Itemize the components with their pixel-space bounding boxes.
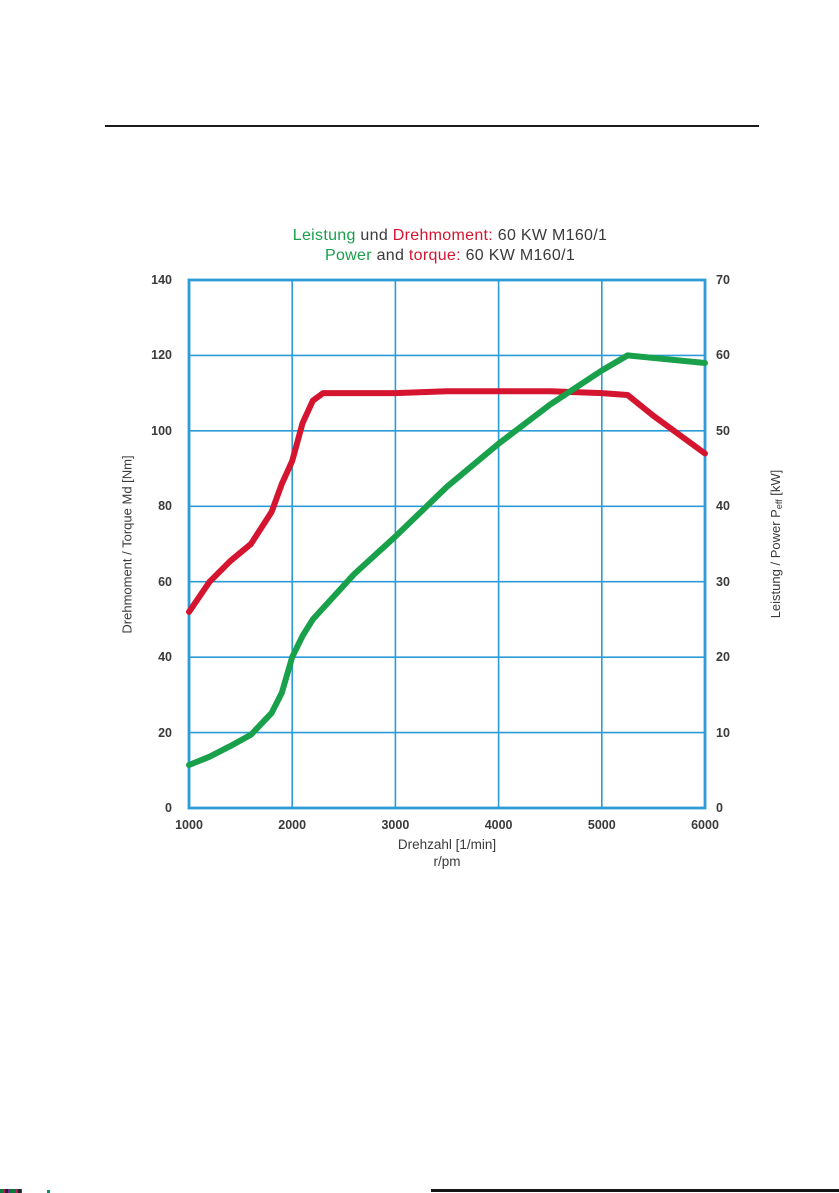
right-axis-label-post: [kW] xyxy=(768,469,783,500)
right-axis-tick: 60 xyxy=(716,348,730,363)
plot-area xyxy=(186,278,708,810)
title-segment: und xyxy=(355,227,393,244)
chart-title-line1: Leistung und Drehmoment: 60 KW M160/1 xyxy=(120,226,780,246)
right-axis-tick: 20 xyxy=(716,650,730,665)
scan-artifact-dot xyxy=(47,1190,50,1193)
title-segment: 60 KW M160/1 xyxy=(493,227,608,244)
right-axis-tick: 0 xyxy=(716,801,723,815)
plot-frame xyxy=(187,278,707,810)
right-axis-tick: 10 xyxy=(716,725,730,740)
right-axis-label-pre: Leistung / Power P xyxy=(768,509,783,619)
chart-title: Leistung und Drehmoment: 60 KW M160/1 Po… xyxy=(120,226,780,266)
title-segment: and xyxy=(371,247,409,264)
scan-artifact-marks xyxy=(0,1189,22,1193)
left-axis-tick: 60 xyxy=(158,574,172,589)
left-axis-label: Drehmoment / Torque Md [Nm] xyxy=(120,427,135,663)
title-segment: Leistung xyxy=(292,227,356,244)
x-axis-tick: 5000 xyxy=(587,818,616,832)
title-segment: torque: xyxy=(408,247,461,264)
left-axis-tick: 140 xyxy=(151,273,172,287)
left-axis-tick: 80 xyxy=(158,499,172,514)
x-axis-tick: 6000 xyxy=(691,818,719,832)
title-segment: 60 KW M160/1 xyxy=(460,247,576,264)
x-axis-label: Drehzahl [1/min] xyxy=(397,837,497,852)
left-axis-tick: 40 xyxy=(158,650,172,665)
x-axis-tick: 1000 xyxy=(175,818,203,832)
left-axis-tick: 120 xyxy=(151,348,172,363)
right-axis-label: Leistung / Power Peff [kW] xyxy=(768,426,784,662)
x-axis-tick: 2000 xyxy=(278,818,307,832)
chart-title-line2: Power and torque: 60 KW M160/1 xyxy=(120,246,780,266)
x-axis-sublabel: r/pm xyxy=(433,854,461,869)
title-segment: Power xyxy=(324,247,372,264)
x-axis-tick: 3000 xyxy=(381,818,410,832)
right-axis-tick: 70 xyxy=(716,273,730,287)
right-axis-tick: 30 xyxy=(716,574,730,589)
right-axis-label-sub: eff xyxy=(774,499,784,510)
header-rule xyxy=(105,125,759,127)
power-curve xyxy=(186,352,708,768)
right-axis-tick: 50 xyxy=(716,423,730,438)
left-axis-tick: 100 xyxy=(151,423,172,438)
title-segment: Drehmoment: xyxy=(392,227,494,244)
left-axis-tick: 0 xyxy=(165,801,172,815)
left-axis-label-text: Drehmoment / Torque Md [Nm] xyxy=(119,455,135,634)
x-axis-tick: 4000 xyxy=(484,818,513,832)
right-axis-tick: 40 xyxy=(716,499,730,514)
torque-curve xyxy=(186,388,708,615)
left-axis-tick: 20 xyxy=(158,725,172,740)
bottom-rule xyxy=(431,1189,839,1192)
